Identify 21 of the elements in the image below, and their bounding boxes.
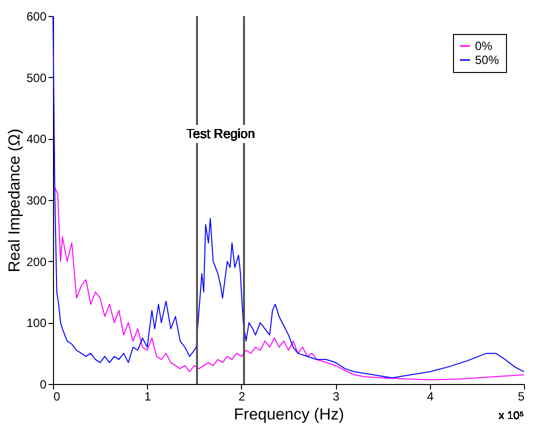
legend-label: 50%	[475, 53, 500, 67]
y-tick-label: 0	[40, 378, 47, 392]
x-axis-title: Frequency (Hz)	[234, 406, 344, 424]
y-tick-label: 600	[26, 10, 47, 24]
text: x 10⁵	[498, 410, 524, 422]
y-tick-label: 400	[26, 132, 47, 146]
line-series	[52, 16, 524, 378]
x-tick-label: 3	[332, 390, 340, 404]
y-tick-label: 300	[26, 194, 47, 208]
y-tick-label: 200	[26, 254, 47, 269]
x-tick-label: 4	[426, 390, 434, 404]
x-tick-label: 1	[144, 390, 152, 404]
x-tick-label: 5	[518, 390, 525, 404]
y-axis-title: Real Impedance (Ω)	[6, 128, 24, 272]
line-series	[54, 187, 524, 380]
y-tick-label: 500	[26, 70, 47, 85]
legend-label: 0%	[475, 39, 493, 53]
y-tick-label: 100	[26, 316, 47, 330]
x-tick-label: 2	[238, 390, 246, 404]
x-tick-label: 0	[54, 390, 60, 404]
annotation: Test Region	[186, 126, 256, 141]
